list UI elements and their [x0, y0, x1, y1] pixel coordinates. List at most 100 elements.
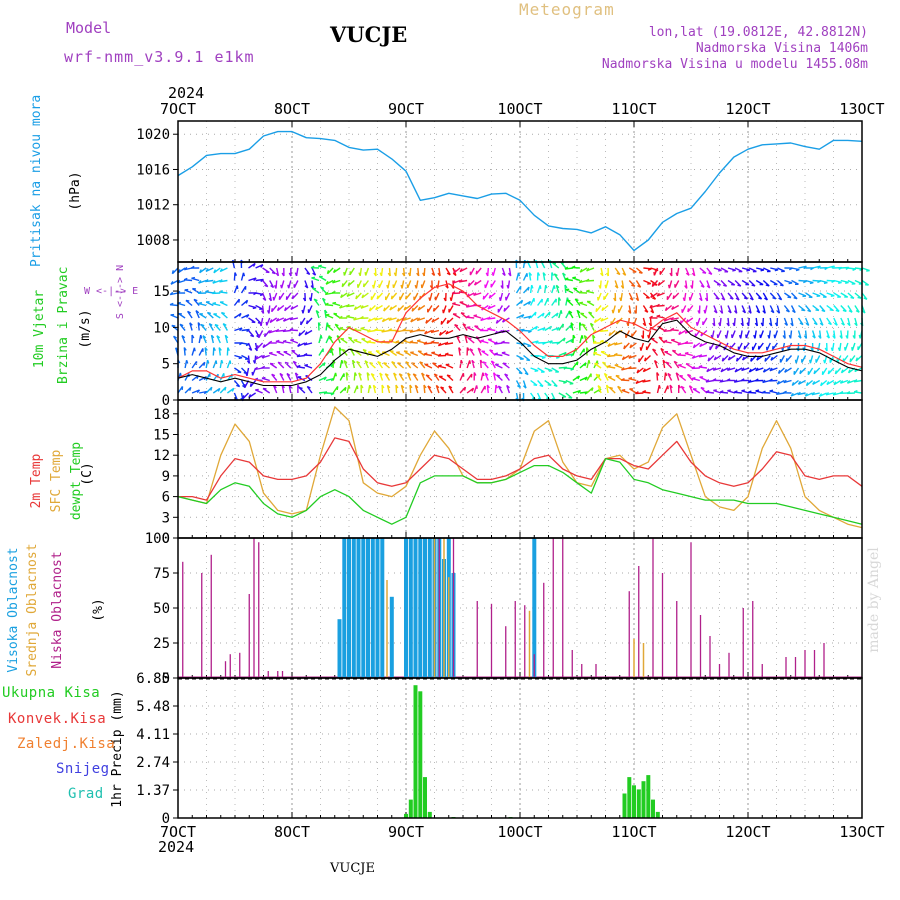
wind-arrow-head — [501, 340, 505, 344]
wind-arrow-head — [758, 297, 762, 300]
wind-arrow-head — [791, 382, 795, 386]
wind-arrow-head — [242, 272, 246, 277]
wind-arrow-head — [593, 319, 597, 323]
cloud-label-high: Visoka Oblacnost — [6, 547, 21, 673]
wind-arrow-head — [712, 322, 716, 327]
wind-arrow-head — [210, 334, 215, 339]
y-tick-label: 50 — [153, 601, 170, 617]
wind-arrow-head — [702, 271, 707, 274]
wind-arrow-head — [592, 340, 597, 344]
wind-arrow-head — [644, 309, 649, 313]
wind-arrow-head — [387, 272, 391, 277]
pressure-label: Pritisak na nivou mora — [29, 94, 44, 267]
wind-arrow-head — [345, 303, 350, 308]
wind-arrow-head — [388, 328, 393, 332]
wind-arrow-head — [354, 372, 358, 376]
wind-arrow-head — [755, 367, 759, 372]
wind-arrow-head — [654, 359, 658, 364]
wind-arrow-head — [482, 295, 485, 300]
wind-arrow-head — [445, 330, 449, 335]
wind-arrow-head — [778, 297, 782, 301]
wind-arrow-head — [613, 297, 617, 302]
wind-arrow-head — [585, 278, 590, 282]
wind-arrow-head — [605, 272, 609, 277]
wind-arrow-head — [690, 285, 693, 289]
wind-arrow-head — [601, 307, 604, 311]
wind-arrow-head — [195, 310, 200, 314]
time-tick-bottom: 8OCT — [274, 823, 310, 841]
wind-arrow-head — [438, 364, 442, 367]
wind-arrow-head — [564, 284, 568, 289]
wind-arrow-head — [304, 364, 309, 366]
wind-arrow-head — [839, 380, 844, 384]
wind-arrow-head — [210, 387, 213, 391]
wind-arrow-head — [362, 348, 367, 352]
wind-arrow-head — [574, 298, 579, 302]
wind-arrow-head — [269, 319, 273, 323]
wind-arrow-head — [260, 278, 264, 283]
wind-arrow-head — [236, 384, 240, 388]
wind-arrow-head — [416, 328, 421, 332]
wind-arrow-head — [480, 317, 484, 321]
wind-arrow-head — [264, 284, 269, 288]
wind-arrow-head — [358, 372, 362, 376]
wind-arrow-head — [826, 335, 830, 339]
cloud-high-bar — [366, 538, 370, 678]
wind-arrow-head — [245, 372, 248, 377]
wind-arrow-head — [500, 285, 504, 289]
wind-arrow-head — [691, 365, 696, 370]
wind-arrow-head — [724, 334, 728, 339]
wind-arrow-head — [263, 333, 266, 337]
wind-arrow-head — [577, 390, 582, 394]
wind-arrow-head — [662, 359, 666, 364]
wind-arrow-head — [720, 368, 724, 373]
wind-arrow-head — [712, 367, 717, 371]
wind-arrow-head — [374, 317, 378, 321]
wind-arrow-head — [452, 302, 456, 305]
wind-arrow-head — [840, 369, 844, 374]
wind-arrow-head — [700, 386, 705, 390]
wind-arrow-head — [221, 311, 225, 315]
wind-arrow-head — [453, 269, 456, 274]
wind-arrow-head — [289, 327, 294, 331]
y-tick-label: 15 — [153, 428, 170, 444]
wind-arrow-head — [352, 359, 356, 364]
wind-arrow-head — [564, 277, 569, 280]
wind-arrow-head — [486, 384, 490, 389]
wind-arrow-head — [507, 272, 512, 277]
precip-legend-total: Ukupna Kisa — [2, 685, 101, 701]
wind-arrow-head — [617, 385, 622, 389]
wind-arrow-head — [491, 272, 494, 276]
wind-arrow-head — [356, 360, 361, 364]
wind-arrow-head — [850, 296, 855, 299]
wind-arrow-head — [489, 349, 494, 352]
wind-arrow-head — [256, 345, 259, 349]
wind-arrow-head — [246, 360, 250, 364]
wind-arrow-head — [839, 390, 844, 394]
wind-arrow-head — [753, 334, 756, 339]
wind-arrow-head — [372, 384, 377, 389]
wind-arrow-head — [340, 294, 343, 298]
wind-arrow-head — [614, 352, 618, 356]
wind-arrow-head — [268, 297, 272, 302]
wind-arrow-head — [304, 285, 309, 289]
wind-arrow-head — [261, 365, 266, 369]
wind-arrow-head — [196, 389, 201, 394]
wind-arrow-head — [523, 385, 527, 389]
wind-arrow-head — [586, 267, 590, 272]
wind-arrow-head — [284, 361, 289, 364]
wind-arrow-head — [458, 279, 463, 283]
wind-arrow-head — [205, 268, 209, 272]
cloud-high-bar — [370, 538, 375, 678]
meteogram-title: Meteogram — [519, 0, 615, 19]
wind-arrow-head — [452, 272, 457, 277]
wind-arrow-head — [431, 272, 435, 277]
wind-arrow-head — [663, 339, 668, 343]
wind-arrow-head — [496, 374, 501, 377]
wind-arrow-head — [528, 272, 533, 276]
wind-arrow-head — [770, 310, 775, 314]
wind-arrow-head — [446, 319, 449, 324]
wind-arrow-head — [552, 262, 557, 265]
wind-arrow-head — [642, 390, 647, 393]
